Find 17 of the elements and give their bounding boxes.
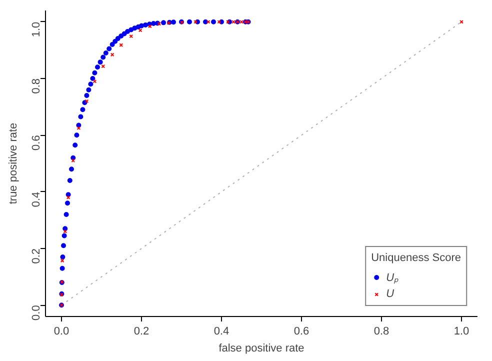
legend-title: Uniqueness Score [371,252,461,264]
x-tick-label: 0.8 [374,326,390,338]
y-tick-label: 0.6 [30,135,42,150]
y-tick-label: 0.2 [30,248,42,264]
legend-label: U [386,288,396,300]
x-tick-label: 0.0 [54,326,70,338]
x-tick-label: 0.4 [214,326,230,338]
y-tick-label: 1.0 [30,22,42,38]
legend-label: Uₚ [386,271,400,284]
x-tick-label: 1.0 [454,326,470,338]
x-axis-title: false positive rate [218,342,304,354]
y-tick-label: 0.0 [30,305,42,320]
y-tick-label: 0.4 [30,192,42,208]
x-tick-label: 0.6 [294,326,310,338]
y-tick-label: 0.8 [30,78,42,94]
y-axis-title: true positive rate [8,122,20,204]
x-tick-label: 0.2 [134,326,150,338]
